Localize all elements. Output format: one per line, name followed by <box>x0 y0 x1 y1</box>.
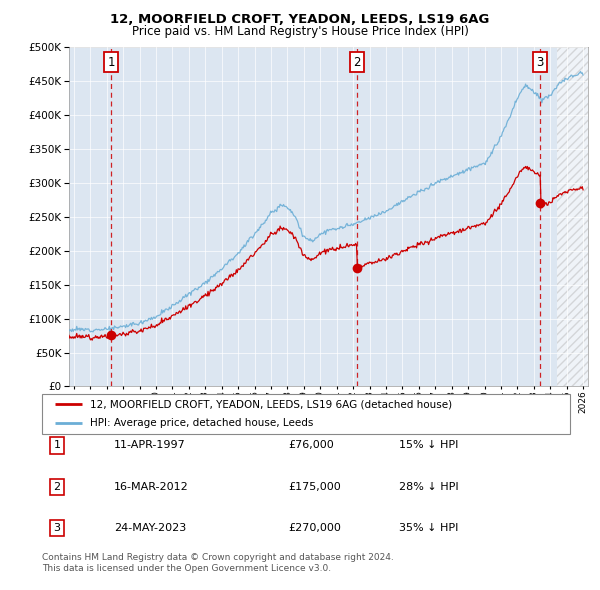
Text: 2: 2 <box>53 482 61 491</box>
Text: Price paid vs. HM Land Registry's House Price Index (HPI): Price paid vs. HM Land Registry's House … <box>131 25 469 38</box>
Text: 35% ↓ HPI: 35% ↓ HPI <box>399 523 458 533</box>
Text: 1: 1 <box>53 441 61 450</box>
Text: This data is licensed under the Open Government Licence v3.0.: This data is licensed under the Open Gov… <box>42 565 331 573</box>
Text: 28% ↓ HPI: 28% ↓ HPI <box>399 482 458 491</box>
Text: 3: 3 <box>536 55 544 68</box>
Text: 3: 3 <box>53 523 61 533</box>
Text: 1: 1 <box>107 55 115 68</box>
Text: 2: 2 <box>353 55 361 68</box>
Text: HPI: Average price, detached house, Leeds: HPI: Average price, detached house, Leed… <box>89 418 313 428</box>
Text: Contains HM Land Registry data © Crown copyright and database right 2024.: Contains HM Land Registry data © Crown c… <box>42 553 394 562</box>
Text: 11-APR-1997: 11-APR-1997 <box>114 441 186 450</box>
Text: £76,000: £76,000 <box>288 441 334 450</box>
Text: 15% ↓ HPI: 15% ↓ HPI <box>399 441 458 450</box>
Text: £270,000: £270,000 <box>288 523 341 533</box>
Text: 12, MOORFIELD CROFT, YEADON, LEEDS, LS19 6AG: 12, MOORFIELD CROFT, YEADON, LEEDS, LS19… <box>110 13 490 26</box>
Bar <box>557 47 588 386</box>
Text: 24-MAY-2023: 24-MAY-2023 <box>114 523 186 533</box>
Text: 12, MOORFIELD CROFT, YEADON, LEEDS, LS19 6AG (detached house): 12, MOORFIELD CROFT, YEADON, LEEDS, LS19… <box>89 399 452 409</box>
Text: 16-MAR-2012: 16-MAR-2012 <box>114 482 189 491</box>
Text: £175,000: £175,000 <box>288 482 341 491</box>
Bar <box>557 47 588 386</box>
